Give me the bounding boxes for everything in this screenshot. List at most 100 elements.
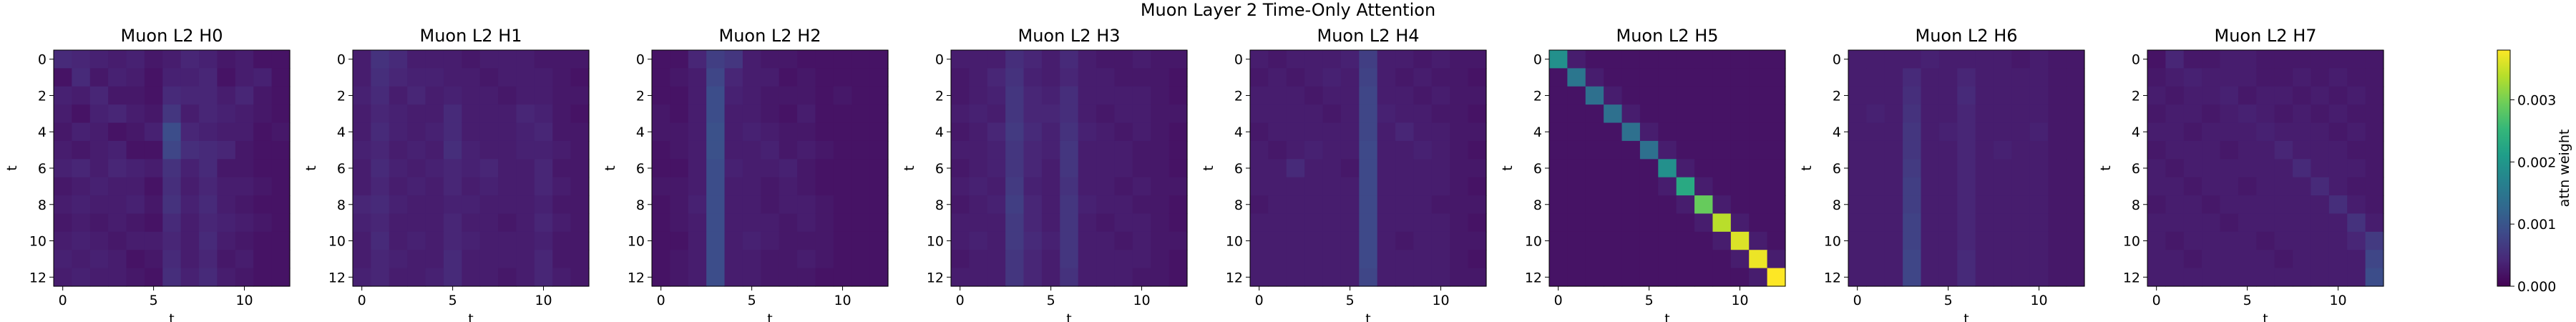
heatmap-cell [1114, 159, 1133, 178]
heatmap-cell [2183, 68, 2202, 87]
y-tick-label: 8 [1833, 197, 1841, 213]
heatmap-cell [1286, 86, 1305, 105]
heatmap-cell [1975, 140, 1994, 160]
heatmap-cell [1322, 68, 1342, 87]
heatmap-cell [987, 231, 1006, 250]
heatmap-cell [1604, 231, 1623, 250]
heatmap-cell [271, 177, 291, 196]
heatmap-cell [552, 86, 572, 105]
heatmap-cell [425, 159, 444, 178]
panel-title: Muon L2 H7 [2214, 26, 2316, 46]
heatmap-cell [1450, 250, 1469, 269]
heatmap-cell [235, 86, 254, 105]
heatmap-cell [1078, 50, 1097, 69]
heatmap-cell [969, 50, 988, 69]
heatmap-cell [180, 213, 200, 233]
heatmap-cell [742, 268, 761, 287]
heatmap-cell [706, 250, 726, 269]
heatmap-cell [2029, 177, 2049, 196]
heatmap-cell [1767, 231, 1786, 250]
heatmap-cell [1304, 213, 1324, 233]
heatmap-cell [2328, 140, 2348, 160]
heatmap-cell [389, 250, 408, 269]
heatmap-cell [1340, 231, 1360, 250]
heatmap-cell [2147, 177, 2166, 196]
heatmap-cell [742, 195, 761, 215]
heatmap-cell [706, 104, 726, 124]
heatmap-cell [1749, 68, 1768, 87]
heatmap-cell [2347, 104, 2366, 124]
heatmap-cell [1268, 213, 1287, 233]
heatmap-cell [425, 231, 444, 250]
heatmap-cell [2365, 86, 2384, 105]
heatmap-cell [462, 250, 481, 269]
heatmap-cell [1359, 68, 1378, 87]
heatmap-cell [1114, 177, 1133, 196]
heatmap-cell [2328, 268, 2348, 287]
y-tick-label: 4 [1533, 125, 1542, 140]
heatmap-cell [217, 68, 236, 87]
heatmap-cell [1377, 213, 1396, 233]
heatmap-cell [54, 195, 72, 215]
heatmap-cell [1749, 177, 1768, 196]
heatmap-cell [144, 104, 163, 124]
heatmap-cell [1957, 213, 1976, 233]
heatmap-cell [724, 50, 743, 69]
heatmap-cell [951, 213, 970, 233]
heatmap-cell [852, 159, 871, 178]
heatmap-cell [1866, 122, 1885, 142]
heatmap-cell [2347, 86, 2366, 105]
heatmap-cell [2011, 159, 2031, 178]
heatmap-cell [1866, 159, 1885, 178]
heatmap-cell [1078, 250, 1097, 269]
heatmap-cell [1268, 140, 1287, 160]
heatmap-cell [1921, 195, 1940, 215]
heatmap-cell [570, 140, 590, 160]
heatmap-cell [1585, 177, 1604, 196]
y-tick-label: 10 [1525, 234, 1542, 250]
heatmap-cell [1377, 86, 1396, 105]
heatmap-cell [2256, 268, 2275, 287]
heatmap-cell [1250, 86, 1269, 105]
heatmap-cell [1286, 122, 1305, 142]
heatmap-cell [54, 231, 72, 250]
heatmap-cell [1151, 86, 1170, 105]
heatmap-cell [353, 159, 371, 178]
heatmap-cell [2202, 86, 2221, 105]
heatmap-cell [2328, 195, 2348, 215]
heatmap-cell [1132, 177, 1151, 196]
heatmap-cell [761, 231, 780, 250]
heatmap-cell [852, 213, 871, 233]
heatmap-cell [2048, 177, 2067, 196]
heatmap-cell [1340, 213, 1360, 233]
heatmap-cell [2256, 177, 2275, 196]
heatmap-cell [217, 122, 236, 142]
heatmap-cell [1749, 231, 1768, 250]
heatmap-cell [1468, 231, 1487, 250]
heatmap-cell [2256, 195, 2275, 215]
heatmap-cell [1060, 68, 1079, 87]
heatmap-cell [534, 50, 553, 69]
heatmap-cell [797, 159, 816, 178]
heatmap-cell [443, 177, 462, 196]
heatmap-cell [1413, 231, 1433, 250]
heatmap-cell [1114, 213, 1133, 233]
heatmap-cell [217, 250, 236, 269]
heatmap-cell [217, 231, 236, 250]
heatmap-cell [1694, 140, 1714, 160]
heatmap-cell [987, 104, 1006, 124]
y-tick-label: 8 [337, 197, 346, 213]
heatmap-cell [706, 195, 726, 215]
heatmap-cell [1848, 268, 1867, 287]
heatmap-cell [1359, 213, 1378, 233]
heatmap-cell [1132, 159, 1151, 178]
heatmap-cell [724, 195, 743, 215]
heatmap-cell [443, 213, 462, 233]
heatmap-cell [1431, 122, 1450, 142]
heatmap-cell [253, 104, 273, 124]
heatmap-cell [2274, 231, 2293, 250]
heatmap-cell [1132, 122, 1151, 142]
heatmap-cell [407, 177, 426, 196]
heatmap-cell [2011, 50, 2031, 69]
heatmap-cell [1304, 50, 1324, 69]
